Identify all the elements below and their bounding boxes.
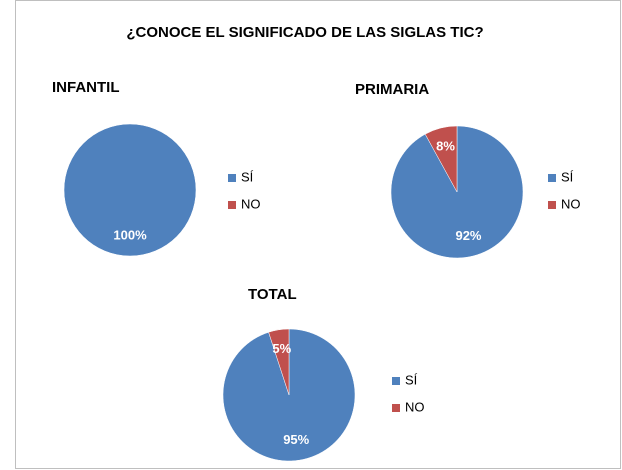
legend-label: NO xyxy=(405,399,425,414)
pie-slice xyxy=(268,328,290,396)
legend-swatch xyxy=(548,174,556,182)
legend-label: SÍ xyxy=(561,169,574,184)
chart-title: ¿CONOCE EL SIGNIFICADO DE LAS SIGLAS TIC… xyxy=(126,24,483,41)
pie-title: INFANTIL xyxy=(52,79,120,96)
legend-swatch xyxy=(548,201,556,209)
pie-slice xyxy=(63,123,197,257)
legend-swatch xyxy=(392,377,400,385)
value-label: 92% xyxy=(455,228,481,243)
legend-swatch xyxy=(392,404,400,412)
legend-label: SÍ xyxy=(241,169,254,184)
legend-swatch xyxy=(228,201,236,209)
value-label: 100% xyxy=(113,228,147,243)
legend-label: NO xyxy=(241,196,261,211)
value-label: 95% xyxy=(283,432,309,447)
legend-label: SÍ xyxy=(405,372,418,387)
pie-title: TOTAL xyxy=(248,286,297,303)
pie-slice xyxy=(424,125,458,193)
pie-title: PRIMARIA xyxy=(355,81,429,98)
legend-swatch xyxy=(228,174,236,182)
value-label: 5% xyxy=(272,341,291,356)
legend-label: NO xyxy=(561,196,581,211)
value-label: 8% xyxy=(436,139,455,154)
